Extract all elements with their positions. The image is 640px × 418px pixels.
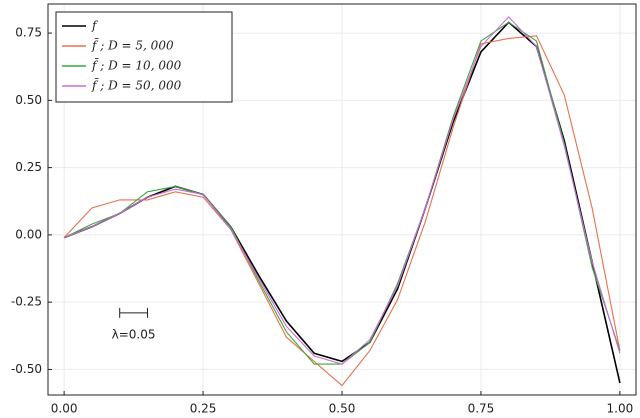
x-tick-label: 0.75 [468, 402, 495, 416]
legend-label: f̄ ; D = 5, 000 [91, 37, 174, 53]
legend-label: f̄ ; D = 10, 000 [91, 57, 182, 73]
legend-label: f [91, 19, 99, 33]
plot-frame [47, 3, 637, 396]
x-tick-label: 0.50 [329, 402, 356, 416]
x-tick-label: 0.25 [190, 402, 217, 416]
legend-label: f̄ ; D = 50, 000 [91, 77, 182, 93]
y-tick-label: 0.25 [15, 160, 42, 174]
x-tick-label: 0.00 [51, 402, 78, 416]
y-tick-label: 0.00 [15, 227, 42, 241]
y-tick-label: -0.25 [11, 295, 42, 309]
series-line [63, 21, 621, 384]
legend-box [55, 11, 233, 103]
scale-bar [119, 307, 148, 318]
y-tick-label: 0.75 [15, 26, 42, 40]
y-tick-label: -0.50 [11, 362, 42, 376]
y-tick-label: 0.50 [15, 93, 42, 107]
series-line [63, 16, 621, 365]
scale-bar-label: λ=0.05 [112, 327, 156, 341]
x-tick-label: 1.00 [607, 402, 634, 416]
